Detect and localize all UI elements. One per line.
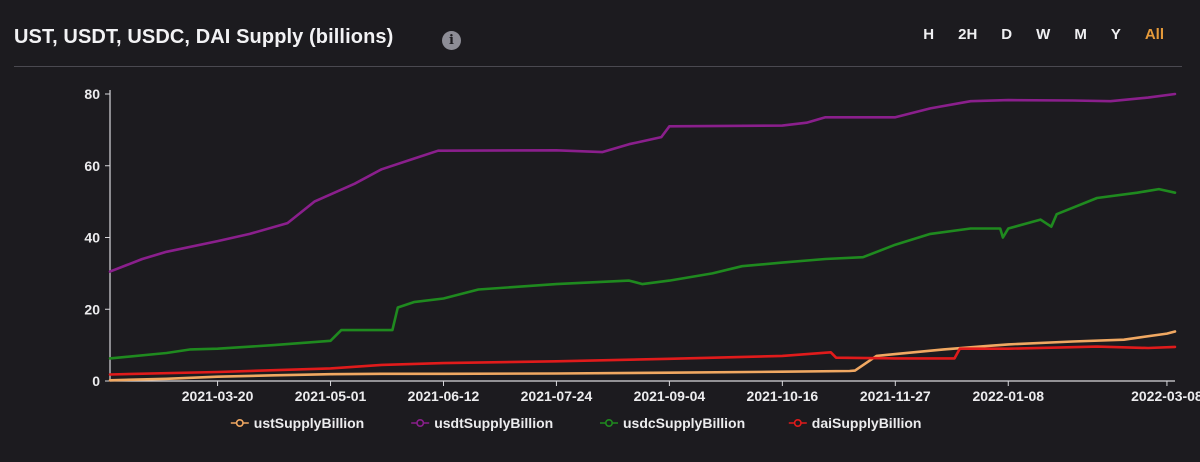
info-icon[interactable]: i — [442, 31, 461, 50]
legend-item-usdcSupplyBillion[interactable]: usdcSupplyBillion — [600, 415, 745, 431]
legend-marker-dot — [416, 418, 425, 427]
chart-header: UST, USDT, USDC, DAI Supply (billions) i… — [0, 0, 1200, 64]
legend-marker-dot — [793, 418, 802, 427]
legend-label: usdtSupplyBillion — [434, 415, 553, 431]
range-button-y[interactable]: Y — [1110, 26, 1121, 43]
chart-series-lines — [108, 92, 1177, 382]
y-tick-label: 40 — [84, 230, 100, 246]
range-button-all[interactable]: All — [1144, 26, 1164, 43]
x-tick-label: 2021-07-24 — [521, 388, 593, 404]
series-line-usdcSupplyBillion — [108, 187, 1177, 360]
y-tick-label: 60 — [84, 158, 100, 174]
chart-legend: ustSupplyBillion usdtSupplyBillion usdcSup… — [230, 415, 922, 431]
x-tick-label: 2021-11-27 — [860, 388, 931, 404]
x-tick-label: 2021-10-16 — [747, 388, 819, 404]
legend-item-usdtSupplyBillion[interactable]: usdtSupplyBillion — [411, 415, 553, 431]
y-tick-label: 80 — [84, 86, 100, 102]
x-tick-label: 2021-06-12 — [408, 388, 480, 404]
legend-label: daiSupplyBillion — [812, 415, 922, 431]
range-button-w[interactable]: W — [1036, 26, 1051, 43]
time-range-selector: H 2H D W M Y All — [899, 26, 1164, 43]
header-divider — [14, 66, 1182, 67]
legend-item-daiSupplyBillion[interactable]: daiSupplyBillion — [788, 415, 922, 431]
legend-marker-dot — [235, 418, 244, 427]
x-tick-label: 2022-01-08 — [972, 388, 1044, 404]
chart-axes: 0 20 40 60 80 2021-03-20 2021-05-01 2021-06-12 2… — [84, 86, 1200, 404]
x-tick-label: 2021-09-04 — [634, 388, 706, 404]
legend-label: usdcSupplyBillion — [623, 415, 745, 431]
range-button-m[interactable]: M — [1074, 26, 1087, 43]
range-button-d[interactable]: D — [1001, 26, 1013, 43]
range-button-h[interactable]: H — [923, 26, 935, 43]
x-tick-label: 2021-03-20 — [182, 388, 254, 404]
range-button-2h[interactable]: 2H — [958, 26, 978, 43]
legend-label: ustSupplyBillion — [254, 415, 364, 431]
x-tick-label: 2021-05-01 — [295, 388, 367, 404]
x-tick-label: 2022-03-08 — [1131, 388, 1200, 404]
chart-title: UST, USDT, USDC, DAI Supply (billions) — [14, 26, 394, 48]
y-tick-label: 20 — [84, 301, 100, 317]
series-line-daiSupplyBillion — [108, 345, 1177, 376]
series-line-usdtSupplyBillion — [108, 92, 1177, 273]
legend-item-ustSupplyBillion[interactable]: ustSupplyBillion — [230, 415, 364, 431]
y-tick-label: 0 — [92, 373, 100, 389]
legend-marker-dot — [604, 418, 613, 427]
series-line-ustSupplyBillion — [108, 330, 1177, 382]
